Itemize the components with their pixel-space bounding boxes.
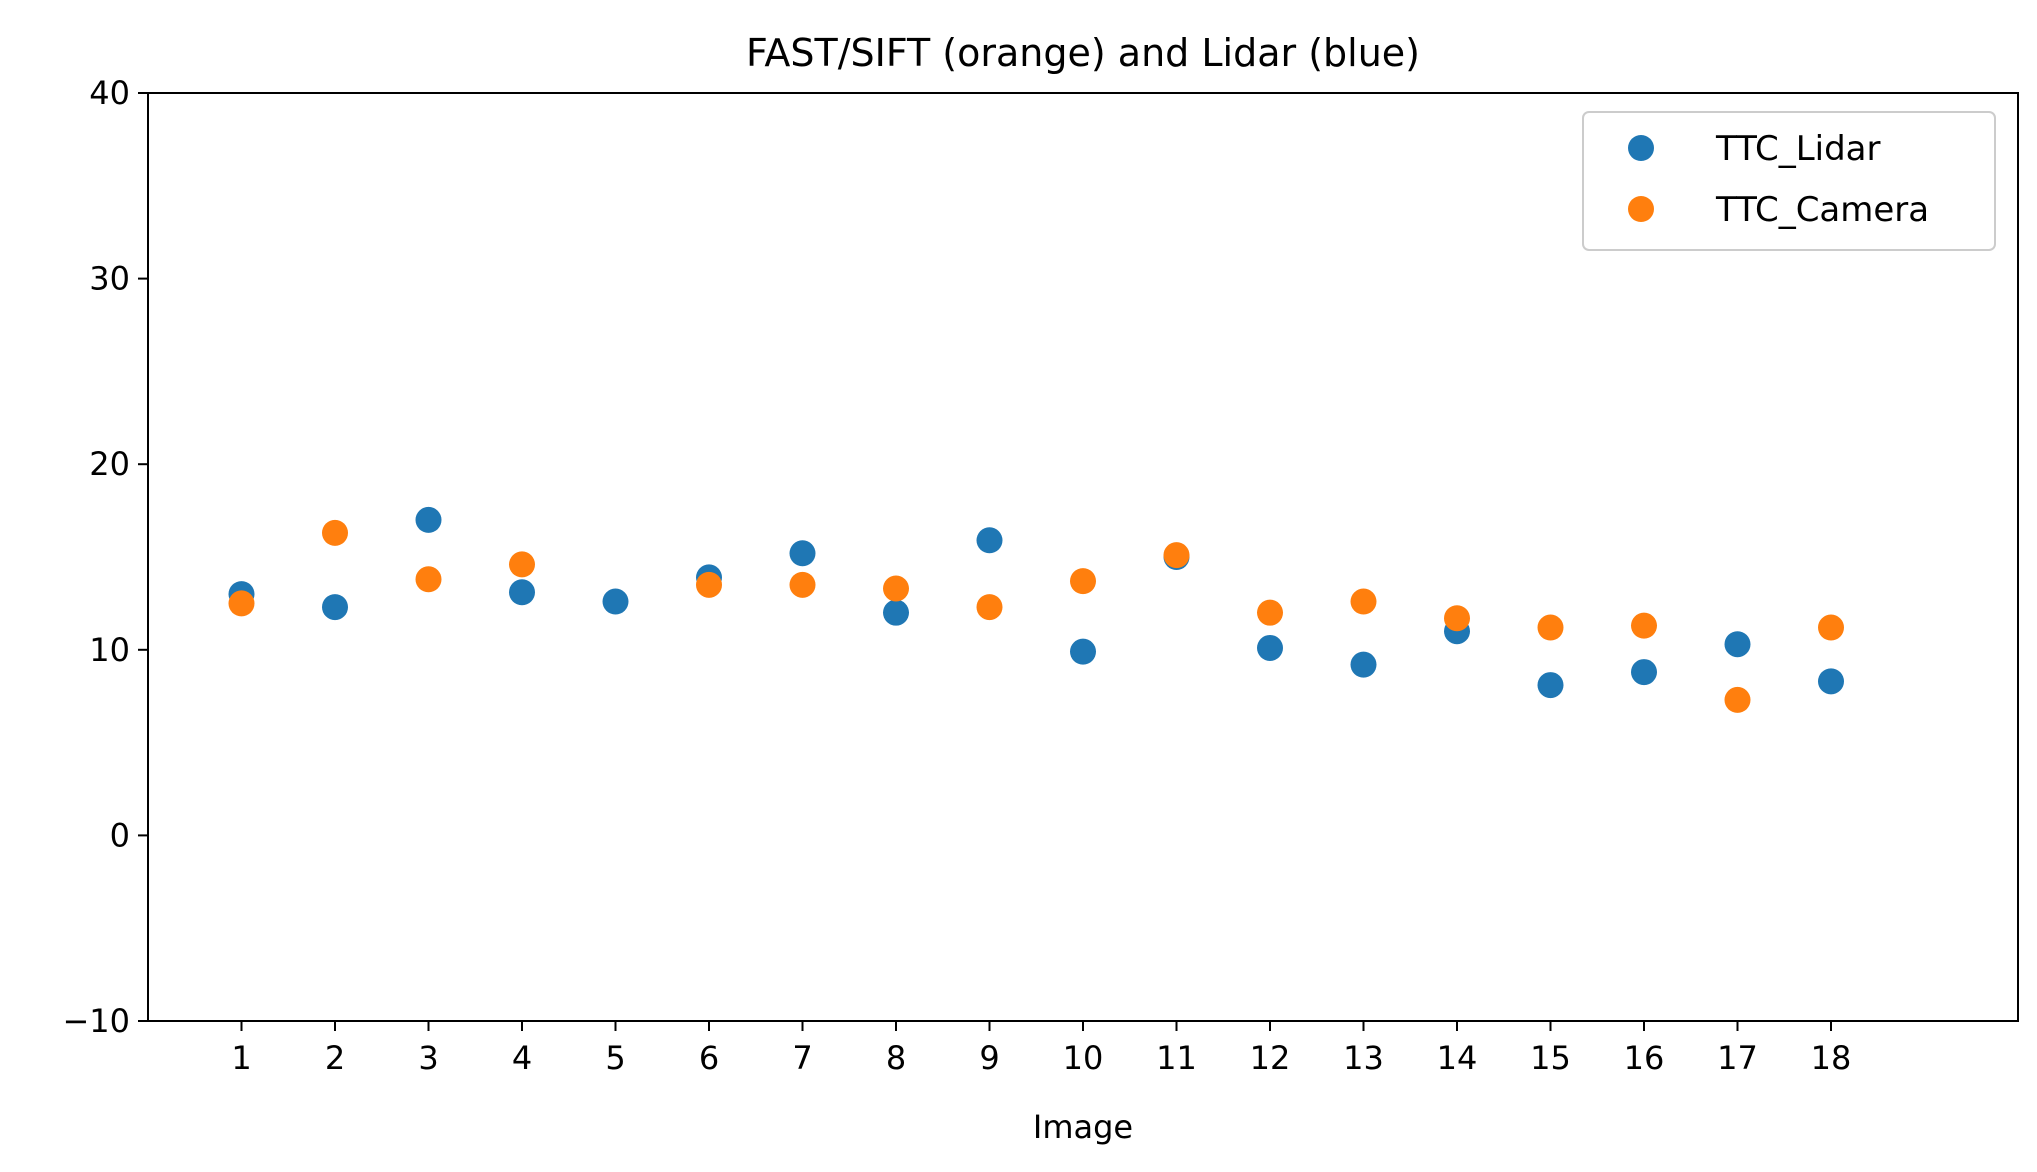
y-tick-label: 30 [89, 260, 130, 298]
x-axis-label: Image [1033, 1108, 1133, 1146]
x-tick-label: 1 [231, 1039, 251, 1077]
x-tick-label: 4 [512, 1039, 532, 1077]
point-ttc-camera [1163, 542, 1190, 569]
point-ttc-lidar [976, 527, 1003, 554]
legend-marker [1628, 135, 1654, 161]
point-ttc-camera [1724, 686, 1751, 713]
x-tick-label: 11 [1156, 1039, 1197, 1077]
point-ttc-camera [1444, 605, 1470, 632]
point-ttc-camera [883, 575, 909, 602]
x-tick-label: 8 [886, 1039, 906, 1077]
y-axis: −10 0 10 20 30 40 [62, 74, 148, 1040]
point-ttc-camera [509, 551, 535, 578]
x-tick-label: 14 [1437, 1039, 1478, 1077]
point-ttc-lidar [883, 599, 909, 626]
point-ttc-lidar [322, 594, 348, 621]
point-ttc-camera [228, 590, 255, 617]
point-ttc-lidar [1070, 638, 1096, 665]
x-tick-label: 9 [979, 1039, 999, 1077]
point-ttc-camera [1350, 588, 1377, 615]
legend-marker [1628, 196, 1654, 222]
point-ttc-camera [696, 571, 722, 598]
y-tick-label: 40 [89, 74, 130, 112]
x-tick-label: 18 [1811, 1039, 1852, 1077]
x-tick-label: 17 [1717, 1039, 1758, 1077]
point-ttc-lidar [1537, 672, 1564, 699]
x-tick-label: 6 [699, 1039, 719, 1077]
point-ttc-lidar [1631, 659, 1657, 686]
y-tick-label: 10 [89, 631, 130, 669]
x-tick-label: 3 [418, 1039, 438, 1077]
point-ttc-camera [415, 566, 442, 593]
x-axis: 1 2 3 4 5 6 7 8 9 10 11 12 13 14 15 16 17 18 [231, 1021, 1851, 1077]
x-tick-label: 12 [1250, 1039, 1291, 1077]
legend-box [1582, 111, 1996, 251]
x-tick-label: 13 [1343, 1039, 1384, 1077]
y-tick-label: 20 [89, 445, 130, 483]
point-ttc-camera [1070, 568, 1096, 595]
legend: TTC_Lidar TTC_Camera [1582, 111, 1996, 251]
point-ttc-camera [1818, 614, 1844, 641]
point-ttc-camera [976, 594, 1003, 621]
point-ttc-lidar [1257, 634, 1283, 661]
legend-label: TTC_Lidar [1715, 129, 1880, 169]
point-ttc-camera [1631, 612, 1657, 639]
x-tick-label: 5 [605, 1039, 625, 1077]
point-ttc-camera [1537, 614, 1564, 641]
point-ttc-lidar [602, 588, 629, 615]
legend-label: TTC_Camera [1715, 190, 1929, 230]
point-ttc-lidar [1818, 668, 1844, 695]
x-tick-label: 15 [1530, 1039, 1571, 1077]
chart-title: FAST/SIFT (orange) and Lidar (blue) [746, 31, 1420, 75]
point-ttc-camera [322, 519, 348, 546]
point-ttc-lidar [415, 506, 442, 533]
data-points [228, 506, 1844, 713]
x-tick-label: 10 [1063, 1039, 1104, 1077]
x-tick-label: 2 [325, 1039, 345, 1077]
y-tick-label: −10 [62, 1002, 130, 1040]
y-tick-label: 0 [110, 816, 130, 854]
x-tick-label: 7 [792, 1039, 812, 1077]
point-ttc-camera [789, 571, 816, 598]
point-ttc-lidar [1724, 631, 1751, 658]
point-ttc-camera [1257, 599, 1283, 626]
point-ttc-lidar [1350, 651, 1377, 678]
x-tick-label: 16 [1624, 1039, 1665, 1077]
point-ttc-lidar [789, 540, 816, 567]
point-ttc-lidar [509, 579, 535, 606]
